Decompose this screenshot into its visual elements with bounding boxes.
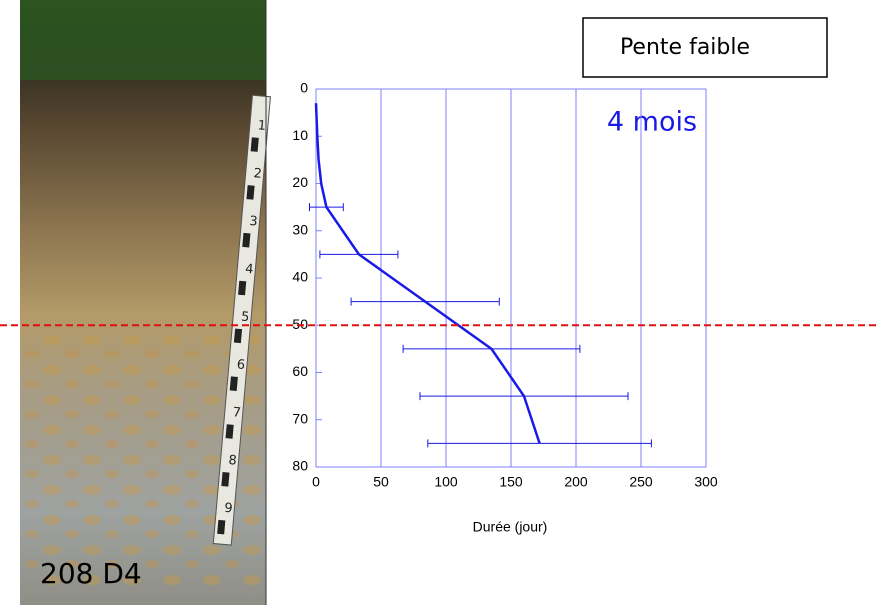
data-line [314,103,541,444]
x-tick-label: 200 [564,474,588,490]
photo-label: 208 D4 [40,557,142,590]
ruler-mark [238,280,247,296]
ruler-label: 8 [228,453,238,469]
ruler-mark [250,137,259,152]
ruler-label: 6 [236,357,246,373]
ruler-label: 7 [232,405,242,421]
y-tick-label: 0 [300,80,308,96]
y-tick-label: 50 [292,316,308,332]
y-tick-label: 80 [292,458,308,474]
annotation: 4 mois [607,107,697,138]
ruler: 1 2 3 4 5 6 7 8 9 [212,94,271,546]
ruler-label: 5 [240,310,250,326]
ruler-label: 2 [253,166,263,182]
ruler-label: 9 [224,501,234,517]
ruler-mark [233,328,243,344]
box-label: Pente faible [620,35,750,60]
ruler-mark [229,376,238,391]
ruler-label: 4 [245,262,255,278]
x-tick-label: 250 [629,474,653,490]
x-tick-label: 150 [499,474,523,490]
y-tick-label: 60 [292,363,308,379]
y-tick-label: 40 [292,269,308,285]
ruler-mark [242,232,251,248]
photo-foliage [20,0,266,80]
y-tick-label: 70 [292,410,308,426]
ruler-label: 1 [257,118,267,134]
ruler-mark [217,519,226,535]
y-tick-label: 20 [292,174,308,190]
x-tick-label: 0 [312,474,320,490]
y-tick-label: 10 [292,127,308,143]
x-tick-label: 100 [434,474,458,490]
x-axis-title: Durée (jour) [473,519,548,535]
y-tick-label: 30 [292,221,308,237]
ruler-mark [225,424,234,439]
x-tick-label: 300 [694,474,718,490]
ruler-label: 3 [249,214,259,230]
label-box [582,17,828,78]
ruler-mark [246,185,255,200]
ruler-mark [221,472,230,487]
x-tick-label: 50 [373,474,389,490]
